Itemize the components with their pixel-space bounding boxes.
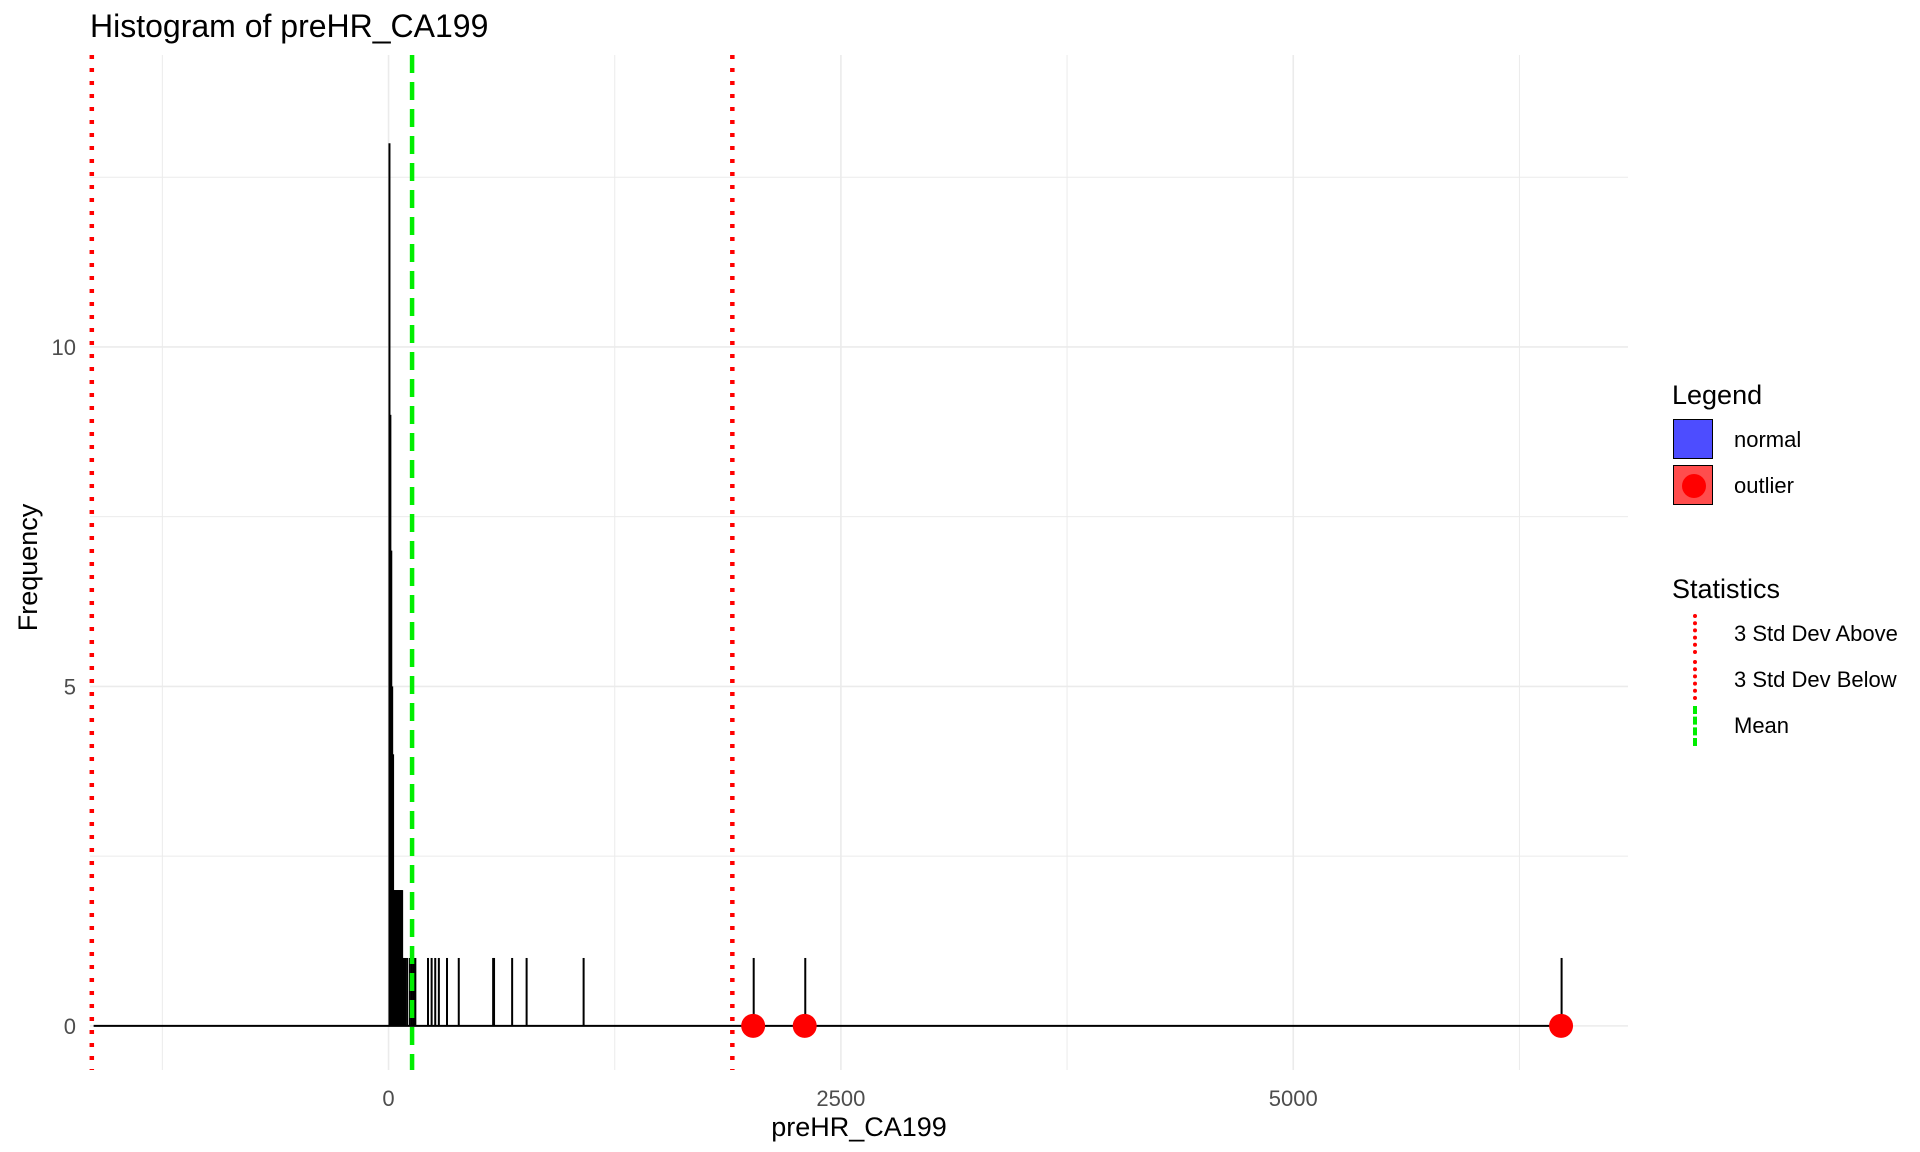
histogram-bar	[410, 957, 413, 1026]
histogram-bar	[414, 957, 417, 1026]
histogram-bar	[434, 957, 437, 1026]
y-tick-label: 5	[64, 674, 76, 699]
legend-item-sd-above: 3 Std Dev Above	[1672, 611, 1898, 657]
legend-item-outlier: outlier	[1672, 463, 1801, 509]
outlier-point	[741, 1013, 766, 1038]
legend-item-sd-below: 3 Std Dev Below	[1672, 657, 1898, 703]
mean-key	[1672, 704, 1716, 748]
histogram-bar	[525, 957, 528, 1026]
histogram-bar	[408, 957, 411, 1026]
histogram-bar	[427, 957, 430, 1026]
x-axis-title: preHR_CA199	[771, 1112, 947, 1142]
histogram-bar	[430, 957, 433, 1026]
sd-below-key	[1672, 658, 1716, 702]
legend-item-normal: normal	[1672, 417, 1801, 463]
y-tick-label: 0	[64, 1014, 76, 1039]
histogram-bar	[457, 957, 460, 1026]
histogram-bar	[446, 957, 449, 1026]
outlier-swatch-dot	[1682, 474, 1706, 498]
y-tick-label: 10	[52, 335, 76, 360]
histogram-bar	[404, 957, 407, 1026]
legend-label-sd-below: 3 Std Dev Below	[1734, 667, 1897, 692]
histogram-bar	[493, 957, 496, 1026]
histogram-bar	[437, 957, 440, 1026]
chart-title: Histogram of preHR_CA199	[90, 8, 489, 44]
statistics-legend-title: Statistics	[1672, 574, 1781, 604]
histogram-bar	[1560, 957, 1563, 1026]
outlier-point	[1549, 1013, 1574, 1038]
histogram-bar	[406, 957, 409, 1026]
histogram-bar	[582, 957, 585, 1026]
x-tick-label: 0	[382, 1086, 394, 1111]
legend-title: Legend	[1672, 380, 1763, 410]
outlier-key-swatch	[1672, 464, 1716, 508]
histogram-bar	[402, 957, 405, 1026]
histogram-bar	[511, 957, 514, 1026]
legend-normal-outlier: Legend normal outlier	[1672, 380, 1801, 509]
x-tick-label: 2500	[816, 1086, 865, 1111]
histogram-bar	[412, 957, 415, 1026]
x-tick-label: 5000	[1269, 1086, 1318, 1111]
legend-label-mean: Mean	[1734, 713, 1790, 738]
legend-label-sd-above: 3 Std Dev Above	[1734, 621, 1898, 646]
outlier-point	[792, 1013, 817, 1038]
y-axis-title: Frequency	[13, 503, 43, 631]
normal-key-swatch	[1672, 418, 1716, 462]
legend-label-outlier: outlier	[1734, 473, 1794, 498]
normal-swatch-box	[1673, 419, 1713, 459]
legend-statistics: Statistics 3 Std Dev Above 3 Std Dev Bel…	[1672, 574, 1898, 749]
histogram-bar	[752, 957, 755, 1026]
sd-above-key	[1672, 612, 1716, 656]
histogram-bar	[804, 957, 807, 1026]
legend-item-mean: Mean	[1672, 703, 1898, 749]
legend-label-normal: normal	[1734, 427, 1802, 452]
